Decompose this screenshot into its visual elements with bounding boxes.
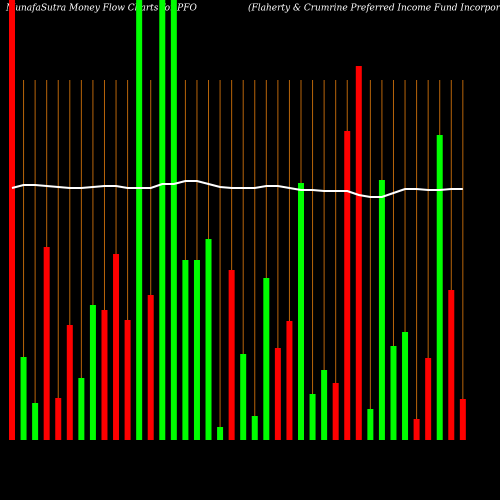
bar (9, 0, 15, 440)
bar (136, 0, 143, 440)
bar (159, 0, 166, 440)
bar (309, 394, 316, 440)
bar (459, 399, 466, 440)
bar (413, 419, 420, 440)
bar (378, 180, 385, 440)
bar (89, 305, 96, 440)
bar (298, 183, 304, 440)
bar (147, 295, 154, 440)
bar (78, 378, 85, 440)
bar (448, 290, 455, 440)
bar (170, 0, 177, 440)
bar (205, 239, 212, 440)
bar (101, 310, 108, 440)
bar (344, 131, 351, 440)
bar (113, 254, 120, 440)
bar (355, 66, 362, 440)
bar (182, 260, 189, 440)
bar (286, 321, 293, 440)
bar (332, 383, 339, 440)
bar (217, 427, 224, 440)
bar (66, 325, 73, 440)
chart-subtitle: (Flaherty & Crumrine Preferred Income Fu… (248, 3, 500, 14)
chart-title: MunafaSutra Money Flow Charts for PFO (5, 4, 197, 14)
bar (390, 346, 397, 440)
bar (193, 260, 200, 440)
bar (425, 358, 432, 440)
bar (43, 247, 50, 440)
money-flow-line (11, 180, 463, 198)
bar (32, 403, 39, 440)
bar (263, 278, 270, 440)
bar (124, 320, 131, 440)
bar (20, 357, 27, 440)
bar (402, 332, 409, 440)
bar (228, 270, 235, 440)
bar (251, 416, 258, 440)
bar (436, 135, 443, 440)
bar (55, 398, 62, 440)
bar (367, 409, 374, 440)
bar (321, 370, 328, 440)
bar (240, 354, 247, 440)
bar (274, 348, 281, 440)
